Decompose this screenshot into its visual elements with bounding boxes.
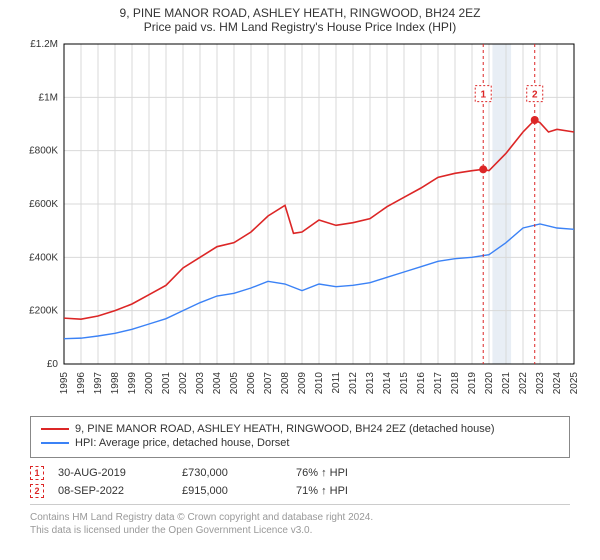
- legend-label-property: 9, PINE MANOR ROAD, ASHLEY HEATH, RINGWO…: [75, 423, 495, 435]
- txn-price: £915,000: [182, 485, 282, 497]
- table-row: 1 30-AUG-2019 £730,000 76% ↑ HPI: [30, 464, 570, 482]
- svg-text:1998: 1998: [110, 372, 121, 395]
- txn-date: 30-AUG-2019: [58, 467, 168, 479]
- svg-text:2006: 2006: [246, 372, 257, 395]
- footnote-line: This data is licensed under the Open Gov…: [30, 524, 570, 537]
- svg-text:2016: 2016: [416, 372, 427, 395]
- svg-text:2011: 2011: [331, 372, 342, 394]
- transaction-table: 1 30-AUG-2019 £730,000 76% ↑ HPI 2 08-SE…: [30, 464, 570, 500]
- separator: [30, 504, 570, 505]
- svg-text:£400K: £400K: [29, 252, 58, 263]
- svg-text:2007: 2007: [263, 372, 274, 395]
- chart-area: £0 £200K £400K £600K £800K £1M £1.2M 1995 1996 19…: [20, 38, 580, 408]
- txn-price: £730,000: [182, 467, 282, 479]
- svg-text:2024: 2024: [552, 372, 563, 395]
- svg-text:£600K: £600K: [29, 199, 58, 210]
- svg-text:1997: 1997: [93, 372, 104, 395]
- svg-text:2019: 2019: [467, 372, 478, 395]
- legend-row: 9, PINE MANOR ROAD, ASHLEY HEATH, RINGWO…: [41, 423, 559, 435]
- svg-text:£1.2M: £1.2M: [30, 39, 58, 50]
- svg-text:2014: 2014: [382, 372, 393, 395]
- legend-swatch-property: [41, 428, 69, 430]
- legend-swatch-hpi: [41, 442, 69, 444]
- svg-text:2021: 2021: [501, 372, 512, 395]
- svg-text:2015: 2015: [399, 372, 410, 395]
- svg-text:2017: 2017: [433, 372, 444, 395]
- svg-text:2013: 2013: [365, 372, 376, 395]
- txn-hpi: 76% ↑ HPI: [296, 467, 396, 479]
- svg-text:2008: 2008: [280, 372, 291, 395]
- svg-text:1999: 1999: [127, 372, 138, 395]
- svg-text:2005: 2005: [229, 372, 240, 395]
- svg-text:£1M: £1M: [39, 92, 58, 103]
- svg-text:£0: £0: [47, 359, 59, 370]
- svg-text:2018: 2018: [450, 372, 461, 395]
- svg-text:2020: 2020: [484, 372, 495, 395]
- svg-text:2003: 2003: [195, 372, 206, 395]
- svg-text:1996: 1996: [76, 372, 87, 395]
- svg-text:2000: 2000: [144, 372, 155, 395]
- chart-subtitle: Price paid vs. HM Land Registry's House …: [10, 20, 590, 34]
- legend-label-hpi: HPI: Average price, detached house, Dors…: [75, 437, 289, 449]
- marker-badge-1: 1: [30, 466, 44, 480]
- svg-text:2023: 2023: [535, 372, 546, 395]
- chart-title-block: 9, PINE MANOR ROAD, ASHLEY HEATH, RINGWO…: [10, 6, 590, 34]
- svg-text:2012: 2012: [348, 372, 359, 395]
- svg-text:2: 2: [532, 90, 538, 101]
- svg-text:1995: 1995: [59, 372, 70, 395]
- marker-badge-2: 2: [30, 484, 44, 498]
- svg-text:2010: 2010: [314, 372, 325, 395]
- footnote-line: Contains HM Land Registry data © Crown c…: [30, 511, 570, 524]
- chart-title: 9, PINE MANOR ROAD, ASHLEY HEATH, RINGWO…: [10, 6, 590, 20]
- svg-text:2004: 2004: [212, 372, 223, 395]
- table-row: 2 08-SEP-2022 £915,000 71% ↑ HPI: [30, 482, 570, 500]
- svg-text:2025: 2025: [569, 372, 580, 395]
- txn-hpi: 71% ↑ HPI: [296, 485, 396, 497]
- svg-text:£200K: £200K: [29, 306, 58, 317]
- chart-svg: £0 £200K £400K £600K £800K £1M £1.2M 1995 1996 19…: [20, 38, 580, 408]
- svg-text:2022: 2022: [518, 372, 529, 395]
- legend-row: HPI: Average price, detached house, Dors…: [41, 437, 559, 449]
- svg-text:2002: 2002: [178, 372, 189, 395]
- txn-date: 08-SEP-2022: [58, 485, 168, 497]
- svg-text:2001: 2001: [161, 372, 172, 395]
- svg-text:£800K: £800K: [29, 146, 58, 157]
- svg-text:1: 1: [480, 90, 486, 101]
- svg-text:2009: 2009: [297, 372, 308, 395]
- footnote: Contains HM Land Registry data © Crown c…: [30, 511, 570, 537]
- legend-box: 9, PINE MANOR ROAD, ASHLEY HEATH, RINGWO…: [30, 416, 570, 458]
